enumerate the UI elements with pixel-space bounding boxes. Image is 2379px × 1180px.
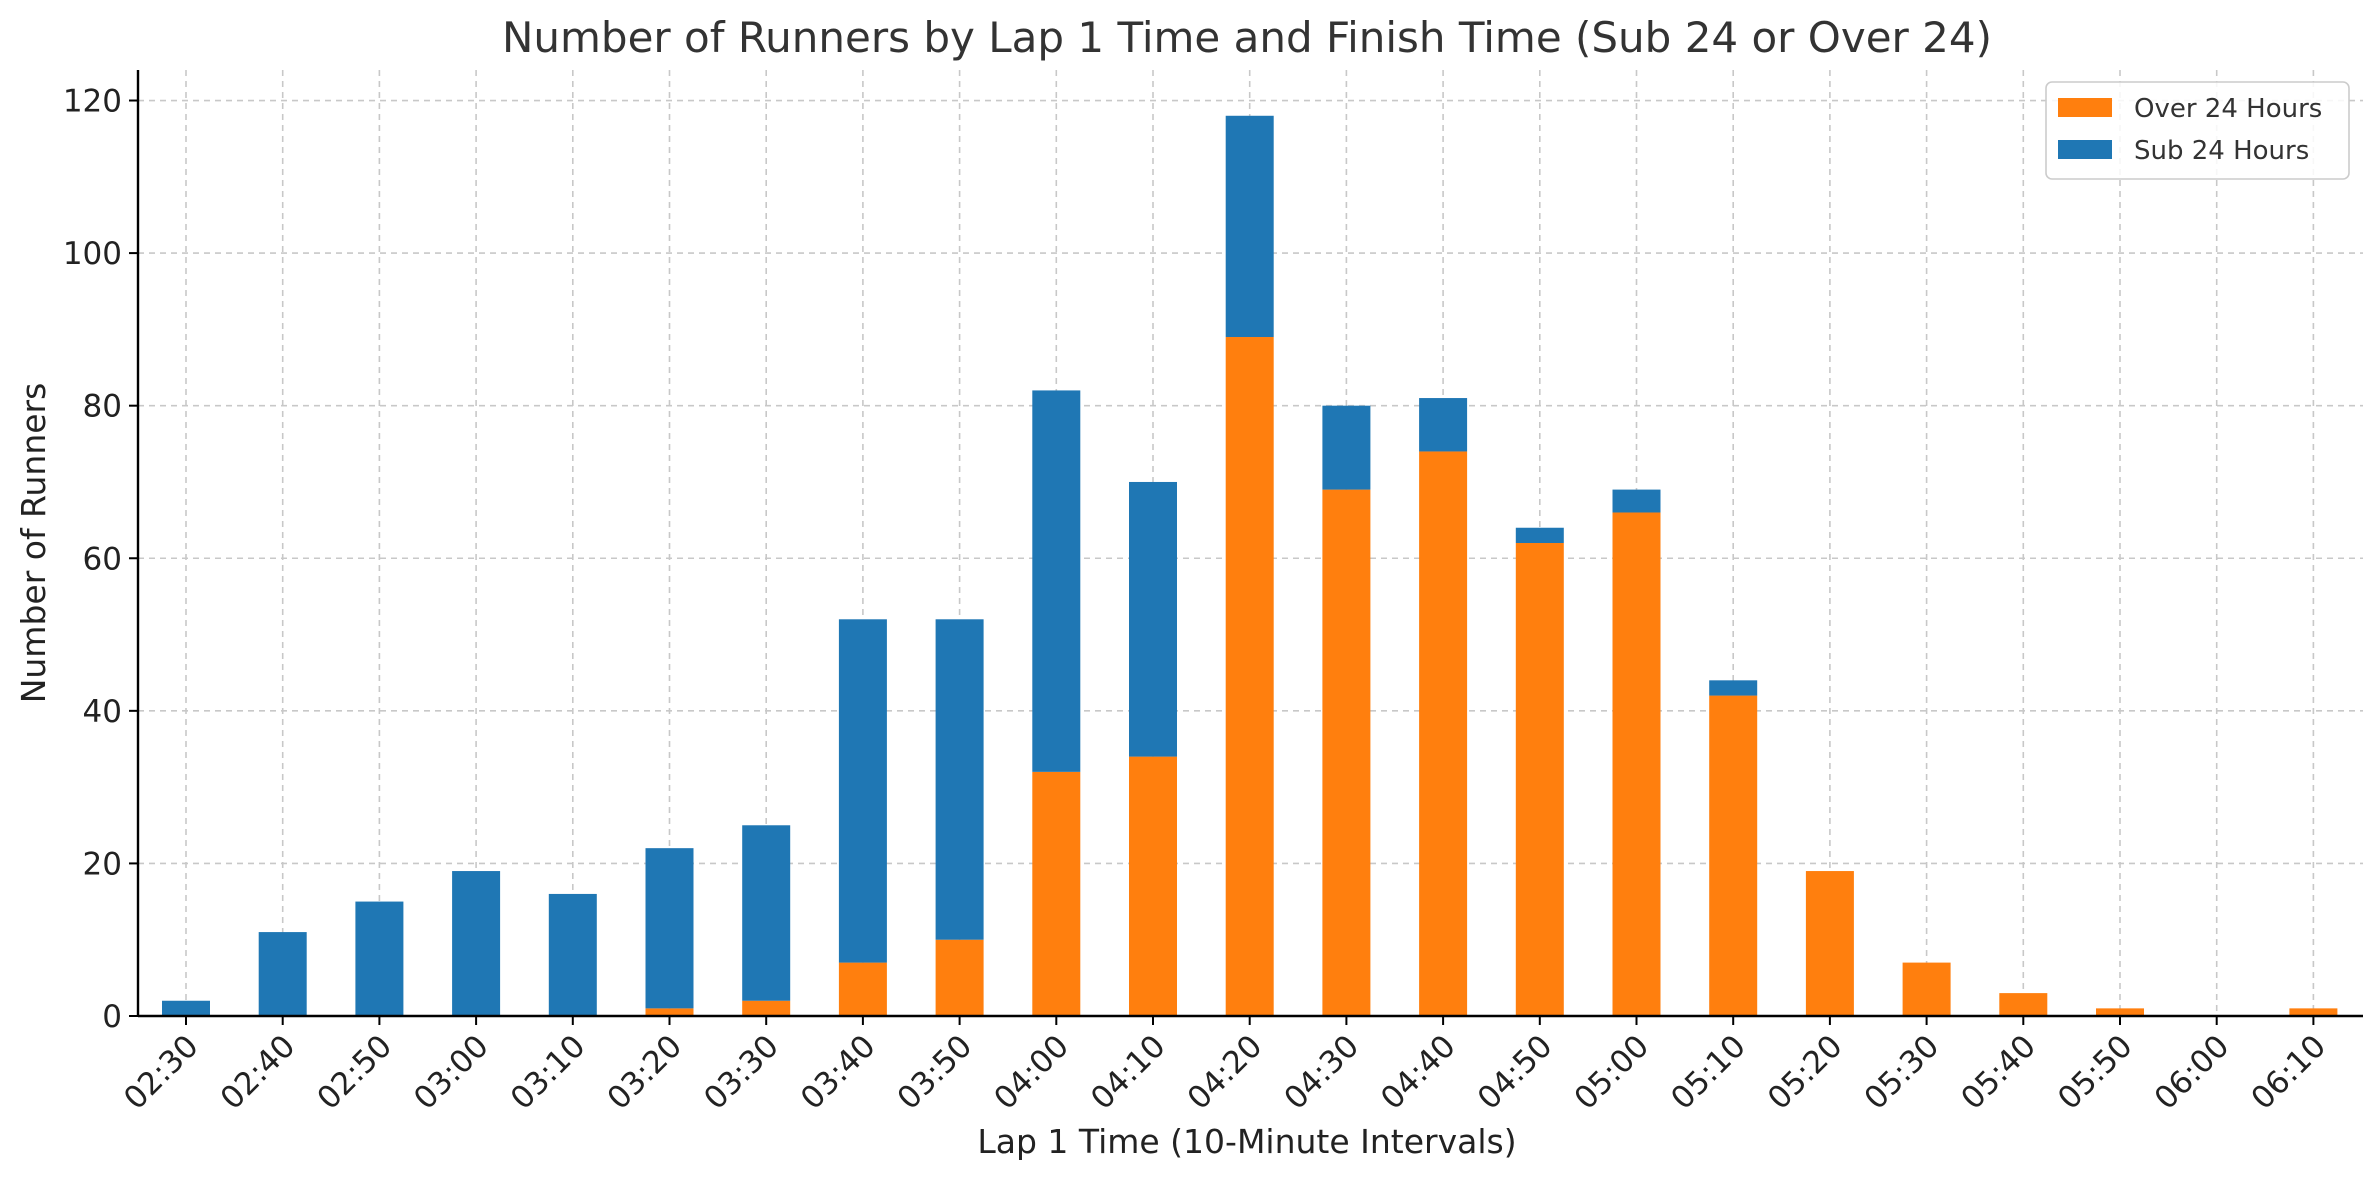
bar-sub-24 <box>935 619 984 940</box>
x-ticks: 02:30 02:40 02:50 03:00 03:10 03:20 03:30 03:40… <box>117 1016 2333 1117</box>
bar-over-24 <box>1419 451 1468 1016</box>
x-tick-label: 05:50 <box>2051 1028 2140 1117</box>
bar-over-24 <box>2289 1008 2338 1016</box>
bar-over-24 <box>2096 1008 2144 1016</box>
x-tick-label: 02:40 <box>214 1028 303 1117</box>
x-axis-label: Lap 1 Time (10-Minute Intervals) <box>977 1122 1516 1161</box>
bar-sub-24 <box>1419 398 1468 452</box>
x-tick-label: 03:50 <box>891 1028 980 1117</box>
y-tick-label: 100 <box>63 236 122 272</box>
bar-over-24 <box>1999 993 2048 1016</box>
bar-over-24 <box>1032 771 1081 1016</box>
bar-sub-24 <box>1225 115 1274 338</box>
bar-sub-24 <box>1129 481 1177 757</box>
x-tick-label: 05:10 <box>1664 1028 1753 1117</box>
legend-label-sub-24: Sub 24 Hours <box>2134 136 2309 166</box>
bars <box>162 115 2338 1017</box>
x-tick-label: 05:30 <box>1858 1028 1947 1117</box>
legend: Over 24 Hours Sub 24 Hours <box>2045 81 2350 180</box>
bar-sub-24 <box>1032 390 1081 772</box>
bar-over-24 <box>1515 543 1564 1016</box>
bar-over-24 <box>1225 337 1274 1017</box>
x-tick-label: 03:00 <box>407 1028 496 1117</box>
bar-sub-24 <box>548 893 597 1016</box>
legend-swatch-over-24 <box>2058 98 2112 117</box>
legend-swatch-sub-24 <box>2058 140 2112 159</box>
x-tick-label: 04:00 <box>987 1028 1076 1117</box>
bar-over-24 <box>838 962 887 1016</box>
x-tick-label: 05:40 <box>1954 1028 2043 1117</box>
bar-over-24 <box>645 1008 694 1016</box>
legend-box <box>2045 81 2350 180</box>
x-tick-label: 03:30 <box>697 1028 786 1117</box>
x-tick-label: 04:40 <box>1374 1028 1463 1117</box>
x-tick-label: 03:40 <box>794 1028 883 1117</box>
y-tick-label: 120 <box>63 84 122 120</box>
x-tick-label: 04:10 <box>1084 1028 1173 1117</box>
x-tick-label: 02:50 <box>310 1028 399 1117</box>
x-tick-label: 05:00 <box>1568 1028 1657 1117</box>
x-tick-label: 06:10 <box>2244 1028 2333 1117</box>
bar-sub-24 <box>258 932 307 1016</box>
y-ticks: 0 20 40 60 80 100 120 <box>63 84 138 1035</box>
bar-sub-24 <box>1709 680 1758 696</box>
bar-sub-24 <box>1612 489 1661 513</box>
bar-sub-24 <box>452 871 501 1016</box>
bar-over-24 <box>1709 695 1758 1016</box>
bar-sub-24 <box>1322 405 1371 490</box>
x-tick-label: 06:00 <box>2148 1028 2237 1117</box>
x-tick-label: 04:50 <box>1471 1028 1560 1117</box>
x-tick-label: 05:20 <box>1761 1028 1850 1117</box>
legend-label-over-24: Over 24 Hours <box>2134 94 2322 124</box>
bar-over-24 <box>1902 962 1951 1016</box>
bar-sub-24 <box>355 901 404 1016</box>
x-tick-label: 04:30 <box>1277 1028 1366 1117</box>
bar-over-24 <box>1129 756 1177 1016</box>
bar-over-24 <box>1612 512 1661 1016</box>
bar-sub-24 <box>645 848 694 1009</box>
x-tick-label: 04:20 <box>1181 1028 1270 1117</box>
y-tick-label: 80 <box>83 389 122 425</box>
chart-title: Number of Runners by Lap 1 Time and Fini… <box>502 13 1992 62</box>
y-tick-label: 40 <box>83 694 122 730</box>
x-tick-label: 03:10 <box>504 1028 593 1117</box>
y-axis-label: Number of Runners <box>14 383 53 704</box>
y-tick-label: 0 <box>102 999 122 1035</box>
y-tick-label: 60 <box>83 541 122 577</box>
bar-sub-24 <box>742 825 791 1001</box>
bar-over-24 <box>935 939 984 1016</box>
x-tick-label: 03:20 <box>601 1028 690 1117</box>
x-tick-label: 02:30 <box>117 1028 206 1117</box>
bar-sub-24 <box>162 1000 210 1016</box>
bar-over-24 <box>1322 489 1371 1016</box>
bar-sub-24 <box>1515 527 1564 543</box>
bar-sub-24 <box>838 619 887 963</box>
y-tick-label: 20 <box>83 846 122 882</box>
bar-over-24 <box>1805 871 1854 1016</box>
bar-over-24 <box>742 1000 791 1016</box>
